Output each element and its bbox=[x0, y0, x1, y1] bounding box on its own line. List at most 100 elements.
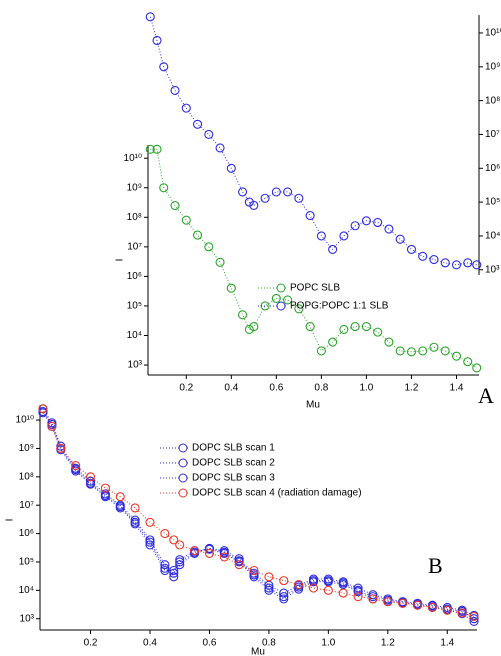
data-point bbox=[145, 144, 155, 154]
data-point bbox=[463, 357, 473, 367]
data-point bbox=[429, 342, 439, 352]
data-point bbox=[316, 231, 326, 241]
data-point bbox=[395, 234, 405, 244]
data-point bbox=[204, 548, 214, 558]
panel: 0.2 0.4 0.6 0.8 1.0 1.2 1.4 10³ 10⁴ 10⁵ 10⁶ 10⁷ 10⁸ 1… bbox=[5, 404, 479, 656]
legend-marker bbox=[276, 301, 286, 311]
x-tick-label: 1.2 bbox=[404, 383, 418, 394]
data-point bbox=[463, 258, 473, 268]
y-tick-label: 10¹⁰ bbox=[124, 153, 142, 164]
data-point bbox=[38, 404, 48, 414]
data-point bbox=[238, 310, 248, 320]
data-point bbox=[418, 251, 428, 261]
data-point bbox=[395, 346, 405, 356]
data-point bbox=[429, 255, 439, 265]
x-tick-label: 1.0 bbox=[321, 638, 335, 649]
data-point bbox=[169, 568, 179, 578]
legend-marker bbox=[178, 458, 188, 468]
data-point bbox=[472, 260, 482, 270]
data-point bbox=[159, 62, 169, 72]
data-point bbox=[271, 293, 281, 303]
data-point bbox=[244, 324, 254, 335]
data-point bbox=[169, 535, 179, 545]
y-axis-label: I bbox=[5, 519, 16, 522]
x-tick-label: 1.4 bbox=[440, 638, 454, 649]
y-tick-label: 10⁷ bbox=[19, 500, 34, 511]
data-point bbox=[85, 479, 96, 489]
y2-tick-label: 10⁴ bbox=[485, 231, 500, 242]
data-point bbox=[226, 283, 236, 293]
legend-label: DOPC SLB scan 2 bbox=[192, 458, 275, 469]
y-tick-label: 10³ bbox=[128, 360, 143, 371]
data-point bbox=[244, 197, 254, 207]
data-point bbox=[145, 537, 155, 547]
legend-marker bbox=[178, 443, 188, 453]
data-point bbox=[175, 560, 185, 570]
data-point bbox=[219, 552, 229, 562]
data-point bbox=[175, 555, 185, 565]
data-point bbox=[294, 304, 304, 314]
series-line bbox=[42, 408, 475, 617]
legend-marker bbox=[276, 283, 286, 293]
data-point bbox=[469, 611, 479, 622]
data-point bbox=[440, 346, 450, 356]
data-point bbox=[338, 588, 348, 598]
data-point bbox=[175, 557, 185, 567]
data-point bbox=[56, 441, 66, 451]
data-point bbox=[249, 572, 259, 582]
x-tick-label: 1.4 bbox=[450, 383, 464, 394]
series-line bbox=[149, 16, 477, 266]
data-point bbox=[279, 588, 289, 598]
data-point bbox=[283, 187, 293, 197]
x-tick-label: 0.8 bbox=[314, 383, 328, 394]
y-tick-label: 10⁵ bbox=[19, 557, 34, 568]
y-tick-label: 10⁵ bbox=[127, 301, 142, 312]
data-point bbox=[215, 143, 225, 153]
y-tick-label: 10⁷ bbox=[127, 241, 142, 252]
data-point bbox=[170, 200, 180, 211]
data-point bbox=[305, 211, 315, 221]
y-tick-label: 10⁶ bbox=[19, 528, 34, 539]
data-point bbox=[260, 193, 270, 203]
data-point bbox=[406, 347, 416, 357]
data-point bbox=[271, 187, 281, 197]
data-point bbox=[383, 597, 393, 607]
data-point bbox=[451, 260, 462, 270]
y-tick-label: 10⁶ bbox=[127, 271, 142, 282]
series-line bbox=[42, 411, 475, 620]
data-point bbox=[472, 363, 482, 373]
data-point bbox=[152, 35, 162, 46]
data-point bbox=[249, 565, 259, 576]
data-point bbox=[249, 322, 259, 332]
data-point bbox=[152, 144, 162, 154]
x-tick-label: 0.4 bbox=[224, 383, 238, 394]
y-tick-label: 10⁹ bbox=[19, 443, 34, 454]
data-point bbox=[264, 583, 274, 593]
data-point bbox=[353, 587, 363, 597]
data-point bbox=[350, 322, 360, 332]
data-point bbox=[169, 565, 179, 576]
data-point bbox=[160, 529, 170, 539]
y2-tick-label: 10⁶ bbox=[485, 163, 500, 174]
x-axis-label: Mu bbox=[306, 400, 320, 411]
data-point bbox=[323, 585, 333, 595]
data-point bbox=[427, 602, 437, 612]
data-point bbox=[160, 565, 170, 576]
data-point bbox=[305, 322, 315, 332]
data-point bbox=[361, 216, 371, 226]
data-point bbox=[316, 346, 326, 356]
legend-label: POPC SLB bbox=[290, 283, 340, 294]
data-point bbox=[294, 193, 304, 203]
legend-label: DOPC SLB scan 4 (radiation damage) bbox=[192, 488, 362, 499]
data-point bbox=[451, 351, 462, 361]
panel-label: A bbox=[478, 383, 494, 408]
data-point bbox=[384, 337, 394, 347]
x-tick-label: 0.6 bbox=[202, 638, 216, 649]
data-point bbox=[234, 557, 244, 567]
data-point bbox=[368, 594, 378, 604]
data-point bbox=[328, 337, 338, 347]
data-point bbox=[215, 257, 225, 267]
data-point bbox=[190, 546, 200, 556]
series-line bbox=[150, 148, 477, 369]
